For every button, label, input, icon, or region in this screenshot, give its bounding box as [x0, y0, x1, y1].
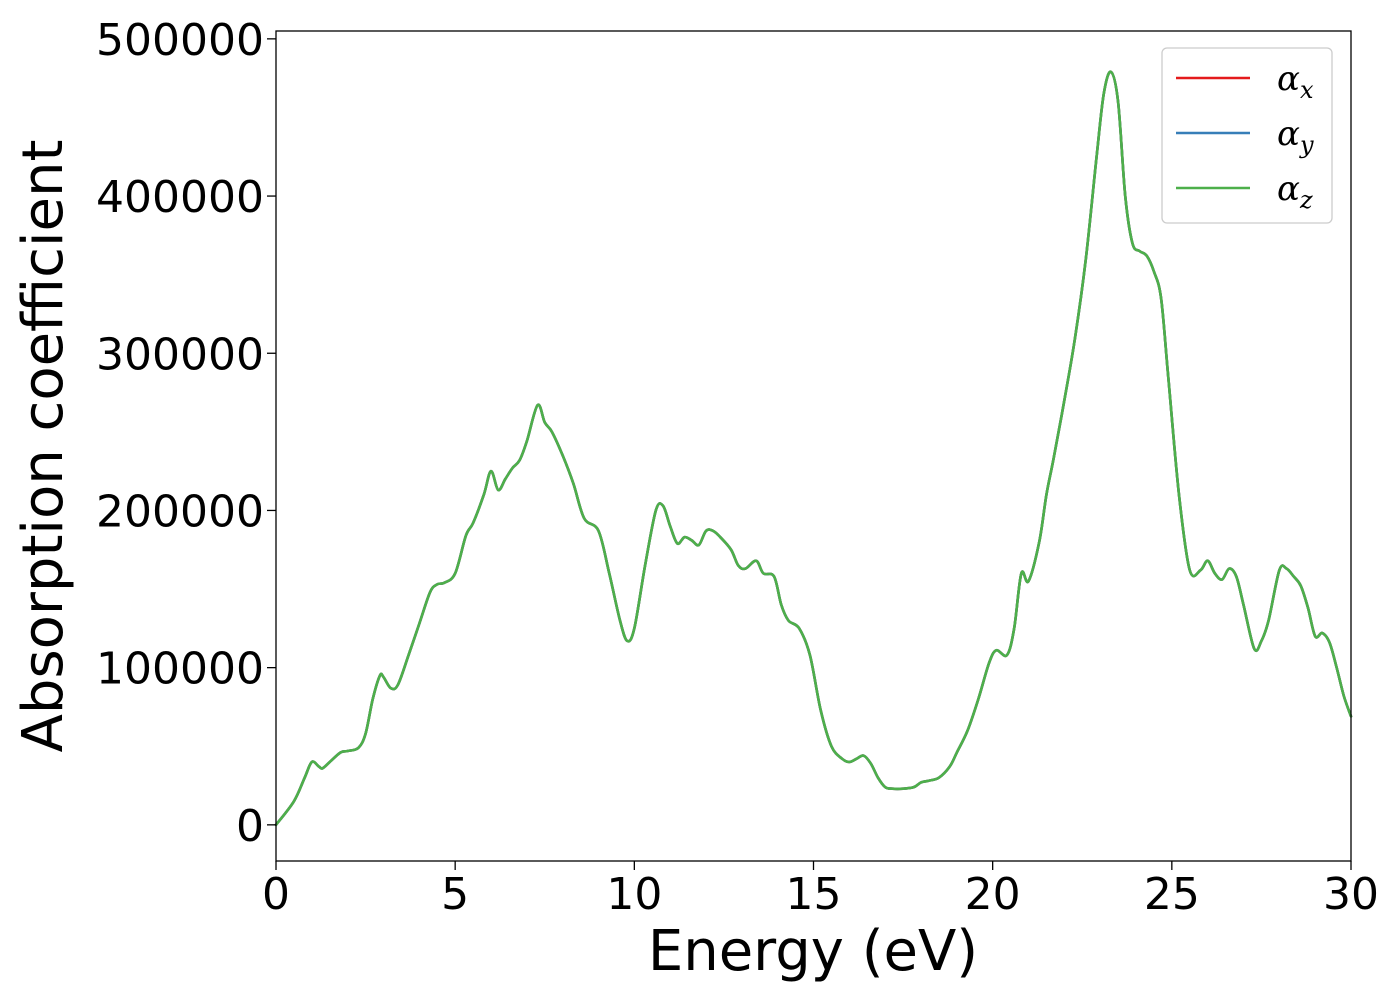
legend-label-1: αx	[1277, 59, 1314, 104]
x-tick-label: 10	[606, 869, 662, 920]
legend-frame	[1161, 47, 1333, 224]
series-layer	[274, 70, 1353, 827]
y-axis: 0 100000 200000 300000 400000 500000	[96, 15, 276, 852]
y-tick-label: 300000	[96, 329, 264, 380]
x-axis-title: Energy (eV)	[648, 919, 978, 984]
y-tick-label: 0	[236, 801, 264, 852]
x-tick-label: 20	[965, 869, 1021, 920]
legend-label-2: αy	[1277, 114, 1314, 159]
y-axis-title: Absorption coefficient	[11, 140, 76, 753]
x-tick-label: 25	[1144, 869, 1200, 920]
y-tick-label: 400000	[96, 172, 264, 223]
y-tick-label: 500000	[96, 15, 264, 66]
x-tick-label: 0	[262, 869, 290, 920]
x-tick-label: 5	[441, 869, 469, 920]
x-tick-label: 30	[1323, 869, 1379, 920]
legend: αx αy αz	[1161, 47, 1333, 224]
x-axis: 0 5 10 15 20 25 30	[262, 861, 1379, 920]
legend-label-3: αz	[1277, 169, 1313, 214]
y-tick-label: 200000	[96, 486, 264, 537]
y-tick-label: 100000	[96, 644, 264, 695]
x-tick-label: 15	[786, 869, 842, 920]
series-line-3	[274, 70, 1353, 827]
